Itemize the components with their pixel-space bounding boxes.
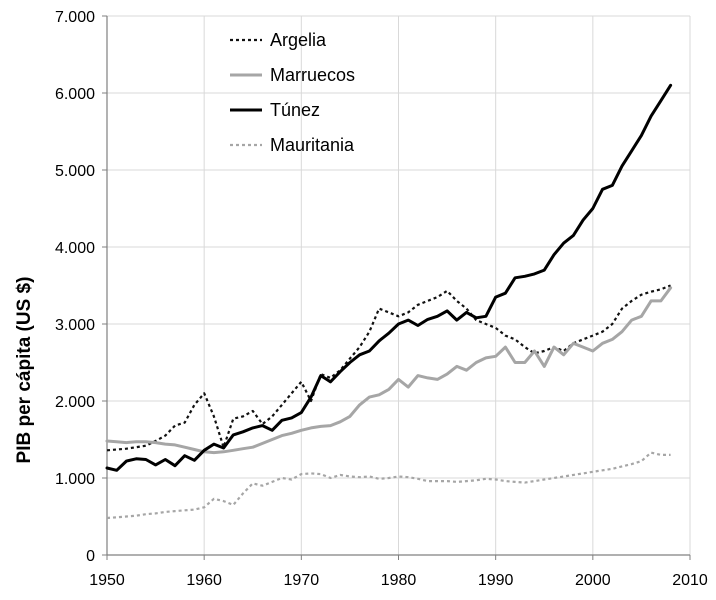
y-tick-label: 0 <box>86 548 95 565</box>
data-series <box>105 83 673 520</box>
series-line-1 <box>105 286 673 455</box>
legend-label-0: Argelia <box>270 30 327 50</box>
y-tick-label: 5.000 <box>55 163 95 180</box>
legend: Argelia Marruecos Túnez Mauritania <box>230 30 355 155</box>
y-tick-label: 2.000 <box>55 394 95 411</box>
series-line-3 <box>106 451 671 520</box>
y-tick-label: 4.000 <box>55 240 95 257</box>
legend-label-1: Marruecos <box>270 65 355 85</box>
y-tick-label: 7.000 <box>55 9 95 26</box>
grid-lines <box>107 15 691 555</box>
x-tick-label: 1990 <box>478 572 514 589</box>
x-tick-label: 1950 <box>89 572 125 589</box>
y-tick-label: 1.000 <box>55 471 95 488</box>
y-axis-title: PIB per cápita (US $) <box>14 277 35 464</box>
y-tick-label: 3.000 <box>55 317 95 334</box>
legend-label-3: Mauritania <box>270 135 355 155</box>
y-tick-label: 6.000 <box>55 86 95 103</box>
axes <box>102 15 691 560</box>
legend-label-2: Túnez <box>270 100 320 120</box>
x-tick-label: 2000 <box>575 572 611 589</box>
x-tick-label: 1970 <box>284 572 320 589</box>
series-line-0 <box>106 284 672 452</box>
x-tick-label: 1960 <box>186 572 222 589</box>
x-tick-label: 2010 <box>672 572 708 589</box>
x-tick-label: 1980 <box>381 572 417 589</box>
tick-labels: 0 1.000 2.000 3.000 4.000 5.000 6.000 7.000 1950… <box>55 9 708 589</box>
series-line-2 <box>105 83 673 472</box>
